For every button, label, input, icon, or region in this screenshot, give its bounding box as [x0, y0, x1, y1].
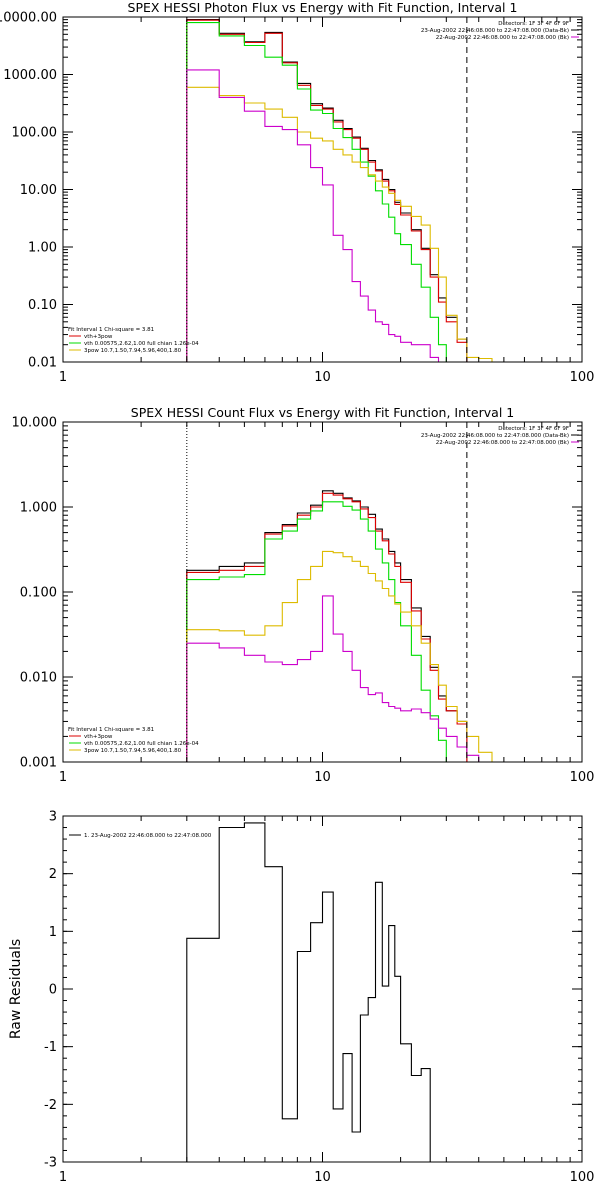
series-line-3pow — [186, 550, 493, 762]
header-info-text: 23-Aug-2002 22:46:08.000 to 22:47:08.000… — [421, 433, 569, 439]
legend-entry: 3pow 10.7,1.50,7.94,5.96,400,1.80 — [84, 348, 182, 354]
header-info-text: 22-Aug-2002 22:46:08.000 to 22:47:08.000… — [436, 440, 569, 446]
header-info-text: Detectors: 1F 3F 4F 6F 9F — [498, 426, 569, 432]
y-tick-label: 100.00 — [12, 126, 58, 141]
y-tick-label: 1.000 — [20, 501, 57, 516]
y-tick-label: 1000.00 — [3, 68, 57, 83]
legend-entry: Fit Interval 1 Chi-square = 3.81 — [68, 727, 154, 733]
legend-entry: vth 0.00575,2.62,1.00 full chian 1.26e-0… — [84, 741, 199, 747]
y-axis-label: Raw Residuals — [8, 939, 24, 1039]
y-tick-label: 10000.00 — [0, 11, 57, 26]
series-line-vth-3pow — [186, 19, 468, 362]
plot-frame — [62, 421, 583, 763]
x-tick-label: 10 — [314, 770, 331, 785]
count-flux-panel: SPEX HESSI Count Flux vs Energy with Fit… — [12, 405, 595, 785]
y-tick-label: 10.00 — [20, 183, 57, 198]
plot-frame — [62, 16, 583, 363]
y-tick-label: 0.01 — [28, 356, 57, 371]
y-tick-label: 0 — [49, 983, 57, 998]
header-info-text: 22-Aug-2002 22:46:08.000 to 22:47:08.000… — [436, 35, 569, 41]
y-tick-label: -1 — [44, 1040, 57, 1055]
residuals-panel: 1 10 100 -3 -2 -1 0 1 2 3 Raw Residuals 1. 23-Aug-2… — [8, 810, 595, 1186]
legend-entry: vth+3pow — [84, 734, 113, 740]
chart-title: SPEX HESSI Photon Flux vs Energy with Fi… — [128, 0, 518, 15]
y-tick-label: 2 — [49, 867, 57, 882]
photon-flux-panel: SPEX HESSI Photon Flux vs Energy with Fi… — [0, 0, 595, 385]
y-tick-label: 10.000 — [12, 416, 58, 431]
y-tick-label: 3 — [49, 810, 57, 825]
x-tick-label: 1 — [59, 1170, 67, 1185]
x-tick-label: 10 — [314, 370, 331, 385]
legend-entry: vth+3pow — [84, 334, 113, 340]
series-line-3pow — [186, 86, 493, 362]
header-info-text: 23-Aug-2002 22:46:08.000 to 22:47:08.000… — [421, 28, 569, 34]
series-line-vth — [186, 501, 447, 762]
header-info-text: Detectors: 1F 3F 4F 6F 9F — [498, 21, 569, 27]
plot-frame — [62, 815, 583, 1163]
x-tick-label: 100 — [570, 1170, 595, 1185]
legend-entry: Fit Interval 1 Chi-square = 3.81 — [68, 327, 154, 333]
y-tick-label: 1 — [49, 925, 57, 940]
legend-entry: 1. 23-Aug-2002 22:46:08.000 to 22:47:08.… — [84, 833, 212, 839]
y-tick-label: 0.100 — [20, 586, 57, 601]
legend-entry: 3pow 10.7,1.50,7.94,5.96,400,1.80 — [84, 748, 182, 754]
chart-title: SPEX HESSI Count Flux vs Energy with Fit… — [131, 405, 514, 420]
x-tick-label: 1 — [59, 370, 67, 385]
series-line-data-bk — [186, 490, 468, 762]
x-tick-label: 10 — [314, 1170, 331, 1185]
x-tick-label: 100 — [570, 770, 595, 785]
y-tick-label: -2 — [44, 1098, 57, 1113]
y-tick-label: 1.00 — [28, 241, 57, 256]
y-tick-label: 0.10 — [28, 298, 57, 313]
series-line-bk — [186, 69, 440, 362]
series-line-1-23-aug-2002-22-46-08-000-to-22-47-08-000 — [186, 822, 431, 1162]
x-tick-label: 100 — [570, 370, 595, 385]
series-line-bk — [186, 595, 480, 762]
y-tick-label: -3 — [44, 1156, 57, 1171]
x-tick-label: 1 — [59, 770, 67, 785]
y-tick-label: 0.001 — [20, 756, 57, 771]
y-tick-label: 0.010 — [20, 671, 57, 686]
legend-entry: vth 0.00575,2.62,1.00 full chian 1.26e-0… — [84, 341, 199, 347]
